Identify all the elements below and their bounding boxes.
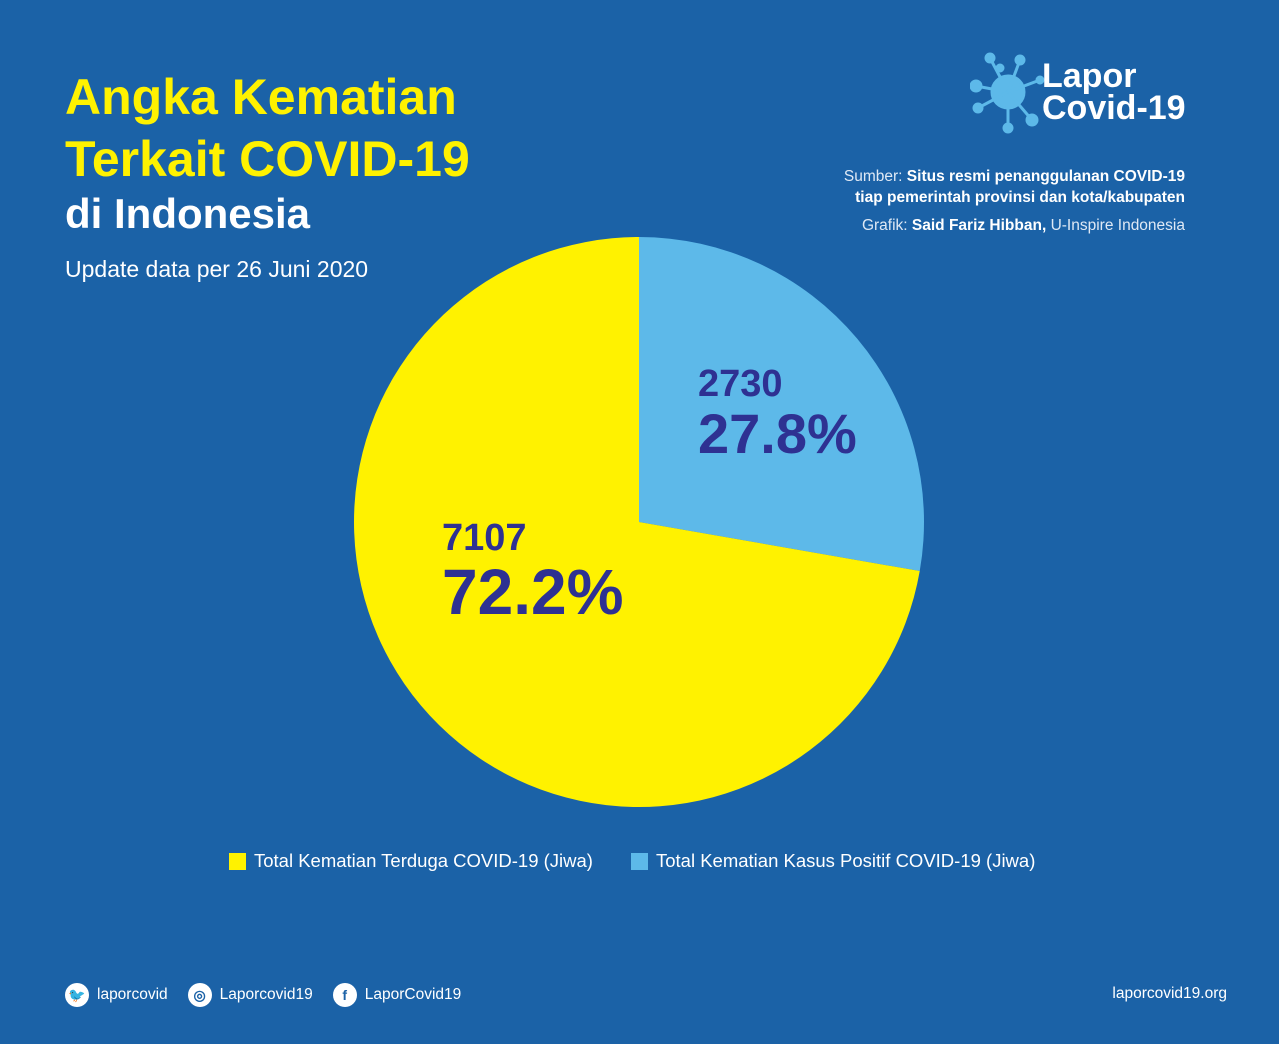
- chart-subtitle: di Indonesia: [65, 190, 311, 237]
- legend-swatch-yellow: [229, 852, 246, 870]
- grafik-label: Grafik:: [861, 217, 908, 234]
- instagram-icon: ◎: [187, 983, 212, 1007]
- source-credits: Sumber: Situs resmi penanggulanan COVID-…: [844, 166, 1185, 236]
- chart-title: Angka Kematian Terkait COVID-19: [65, 66, 470, 190]
- twitter-handle: laporcovid: [97, 986, 168, 1003]
- lapor-covid-logo: Lapor Covid-19: [970, 50, 1186, 134]
- legend-label: Total Kematian Kasus Positif COVID-19 (J…: [655, 850, 1036, 871]
- facebook-handle: LaporCovid19: [364, 986, 462, 1003]
- slice-value-positive: 2730: [698, 363, 783, 405]
- logo-line-2: Covid-19: [1042, 89, 1186, 127]
- legend-label: Total Kematian Terduga COVID-19 (Jiwa): [254, 850, 593, 871]
- grafik-org: U-Inspire Indonesia: [1050, 217, 1185, 234]
- title-line-2: Terkait COVID-19: [65, 131, 470, 187]
- instagram-handle: Laporcovid19: [219, 986, 313, 1003]
- grafik-author: Said Fariz Hibban,: [911, 217, 1047, 234]
- update-date: Update data per 26 Juni 2020: [65, 256, 369, 282]
- legend: Total Kematian Terduga COVID-19 (Jiwa) T…: [229, 850, 1035, 872]
- title-line-1: Angka Kematian: [65, 69, 457, 125]
- source-line-2: tiap pemerintah provinsi dan kota/kabupa…: [855, 189, 1185, 206]
- legend-swatch-blue: [630, 852, 648, 870]
- slice-value-suspected: 7107: [442, 517, 527, 559]
- pie-slice-positive: [639, 237, 924, 572]
- virus-icon: [970, 52, 1045, 134]
- legend-item-suspected: Total Kematian Terduga COVID-19 (Jiwa): [229, 850, 593, 872]
- facebook-link[interactable]: f LaporCovid19: [332, 983, 462, 1007]
- website-link[interactable]: laporcovid19.org: [1112, 985, 1227, 1002]
- facebook-icon: f: [332, 983, 357, 1007]
- pie-slice-suspected: [354, 237, 920, 807]
- social-footer: 🐦 laporcovid ◎ Laporcovid19 f LaporCovid19: [65, 983, 461, 1007]
- source-line-1: Situs resmi penanggulanan COVID-19: [906, 168, 1185, 185]
- slice-percent-positive: 27.8%: [698, 402, 857, 465]
- twitter-link[interactable]: 🐦 laporcovid: [65, 983, 168, 1007]
- slice-label-positive: 2730 27.8%: [698, 364, 857, 464]
- logo-line-1: Lapor: [1042, 57, 1137, 95]
- slice-percent-suspected: 72.2%: [442, 556, 624, 628]
- legend-item-positive: Total Kematian Kasus Positif COVID-19 (J…: [630, 850, 1036, 872]
- twitter-icon: 🐦: [65, 983, 89, 1007]
- source-label: Sumber:: [843, 168, 903, 185]
- instagram-link[interactable]: ◎ Laporcovid19: [187, 983, 313, 1007]
- slice-label-suspected: 7107 72.2%: [442, 518, 623, 626]
